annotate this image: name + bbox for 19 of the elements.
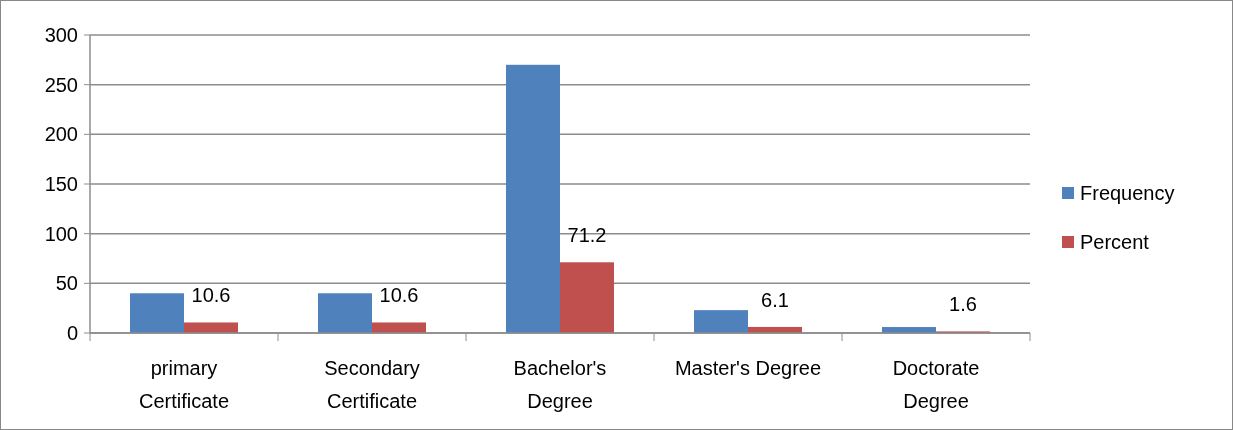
data-label: 1.6 bbox=[949, 293, 977, 316]
y-tick-label: 250 bbox=[44, 73, 78, 96]
y-tick-label: 150 bbox=[44, 173, 78, 195]
x-tick-label: Secondary Certificate bbox=[324, 357, 420, 412]
y-tick-label: 200 bbox=[44, 123, 78, 146]
x-tick-label: primary Certificate bbox=[138, 357, 230, 412]
data-label: 10.6 bbox=[379, 284, 419, 307]
x-tick-label: Doctorate Degree bbox=[892, 357, 980, 412]
legend-label: Percent bbox=[1080, 231, 1150, 253]
y-tick-label: 300 bbox=[44, 24, 78, 46]
x-tick-label: Master's Degree bbox=[674, 357, 822, 379]
data-label: 10.6 bbox=[191, 284, 231, 307]
y-tick-label: 0 bbox=[66, 322, 78, 344]
y-tick-label: 100 bbox=[44, 222, 78, 245]
data-label: 6.1 bbox=[761, 288, 789, 311]
y-tick-label: 50 bbox=[55, 272, 78, 295]
legend-label: Frequency bbox=[1080, 182, 1175, 204]
data-label: 71.2 bbox=[567, 224, 607, 247]
x-tick-label: Bachelor's Degree bbox=[513, 357, 607, 412]
